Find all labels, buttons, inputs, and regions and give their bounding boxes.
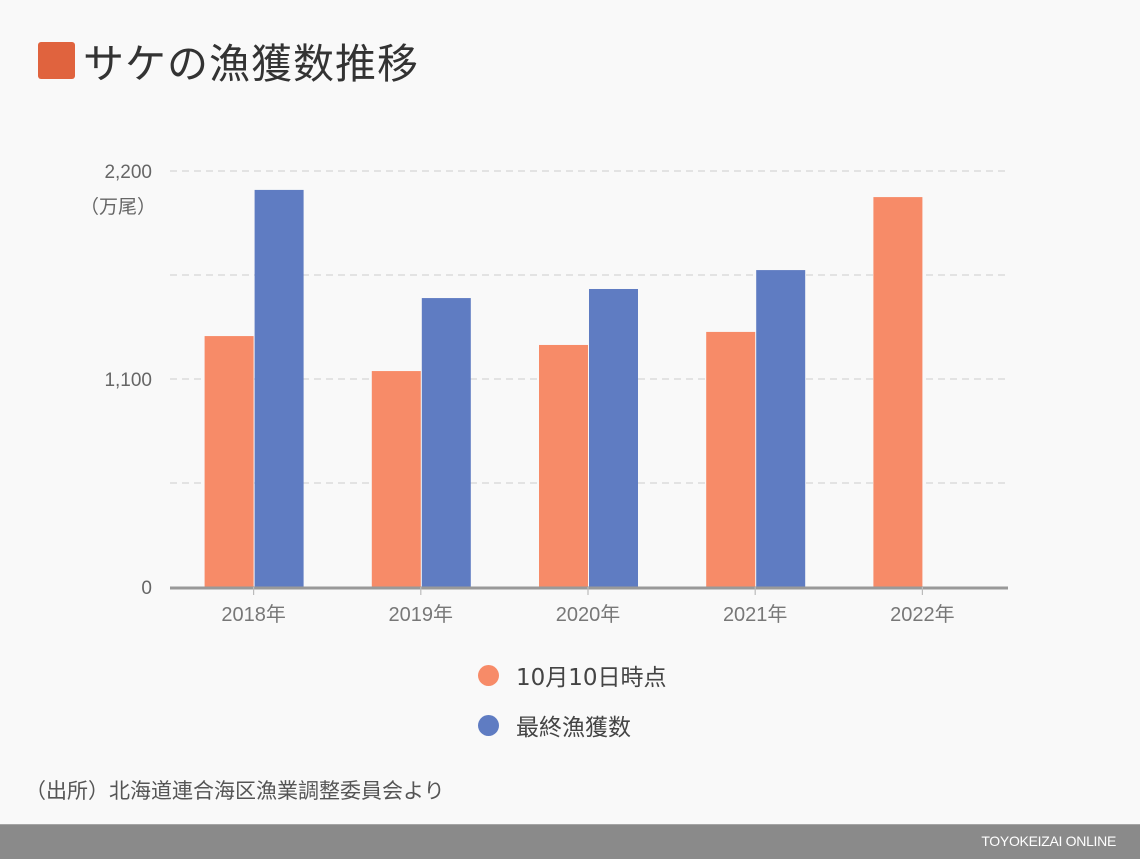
y-tick-label: 0 (141, 578, 152, 599)
x-tick-label: 2020年 (556, 603, 621, 626)
bar-oct10-0 (204, 336, 254, 587)
bar-chart: 0 1,100 2,200 2018年 2019年 2020年 2021年 2022年 (104, 162, 1008, 626)
y-axis-ticks: 0 1,100 2,200 (104, 162, 152, 599)
x-axis-ticks: 2018年 2019年 2020年 2021年 2022年 (221, 587, 955, 626)
bar-oct10-2 (539, 344, 588, 587)
legend-label: 最終漁獲数 (516, 715, 631, 741)
bar-oct10-3 (706, 331, 756, 587)
legend-dot-icon (478, 664, 499, 686)
source-note: （出所）北海道連合海区漁業調整委員会より (25, 779, 445, 803)
x-tick-label: 2018年 (221, 603, 286, 626)
legend-label: 10月10日時点 (516, 665, 667, 691)
title-square-icon (38, 41, 75, 79)
brand-label: TOYOKEIZAI ONLINE (981, 833, 1116, 849)
footer-bar: TOYOKEIZAI ONLINE (0, 824, 1140, 859)
y-tick-label: 2,200 (104, 162, 152, 183)
bar-final-3 (756, 270, 806, 587)
legend-item-series-1: 10月10日時点 (478, 660, 667, 691)
bar-final-0 (254, 189, 304, 587)
bar-oct10-4 (873, 197, 923, 587)
x-tick-label: 2019年 (389, 603, 454, 626)
x-tick-label: 2022年 (890, 603, 955, 626)
legend-dot-icon (478, 714, 499, 736)
y-axis-unit-label: （万尾） (80, 196, 157, 218)
bars (204, 189, 923, 587)
bar-oct10-1 (371, 371, 421, 587)
legend: 10月10日時点 最終漁獲数 (478, 660, 667, 760)
chart-title: サケの漁獲数推移 (83, 40, 419, 88)
bar-final-2 (589, 288, 638, 587)
legend-item-series-2: 最終漁獲数 (478, 710, 667, 741)
y-tick-label: 1,100 (104, 370, 152, 391)
bar-final-1 (421, 298, 471, 587)
gridlines (170, 170, 1006, 484)
chart-title-block: サケの漁獲数推移 (38, 30, 419, 90)
x-tick-label: 2021年 (723, 603, 788, 626)
